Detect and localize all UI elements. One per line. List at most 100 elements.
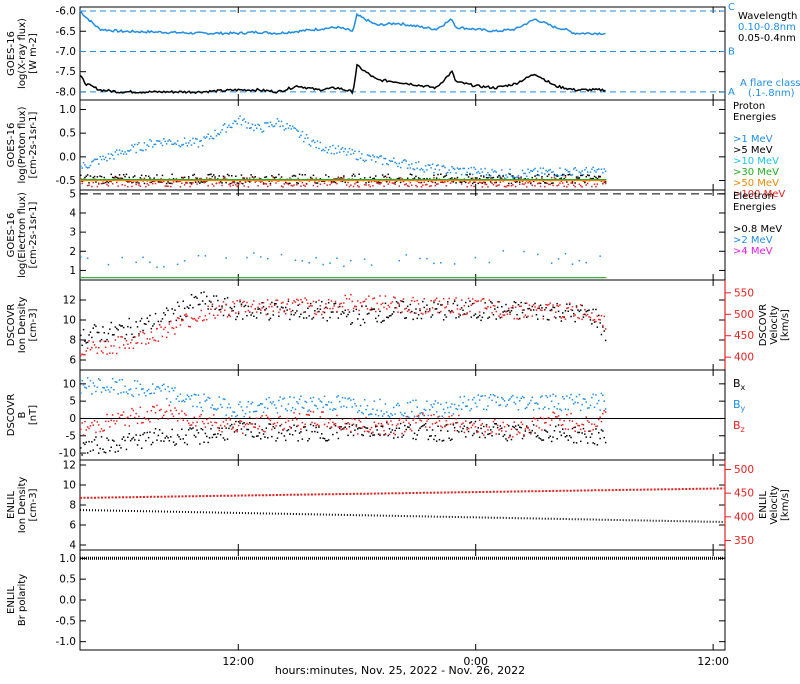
data-point	[271, 175, 273, 177]
data-point	[449, 439, 452, 441]
data-point	[368, 312, 370, 315]
data-point	[104, 346, 107, 349]
data-point	[604, 170, 607, 173]
data-point	[271, 305, 273, 308]
data-point	[417, 303, 420, 305]
data-point	[538, 427, 540, 429]
data-point	[580, 172, 582, 174]
data-point	[297, 130, 299, 132]
data-point	[423, 408, 425, 411]
data-point	[298, 398, 301, 401]
data-point	[366, 154, 369, 156]
data-point	[231, 175, 233, 177]
data-point	[247, 305, 250, 308]
data-point	[307, 413, 309, 416]
data-point	[460, 430, 463, 433]
data-point	[474, 402, 477, 404]
data-point	[185, 182, 187, 184]
data-point	[369, 413, 371, 415]
data-point	[458, 431, 460, 433]
data-point	[213, 314, 215, 316]
data-point	[420, 312, 423, 315]
data-point	[449, 177, 452, 180]
data-point	[268, 306, 270, 308]
data-point	[532, 180, 535, 183]
data-point	[136, 326, 139, 328]
data-point	[82, 328, 85, 331]
data-point	[201, 144, 204, 147]
data-point	[240, 124, 243, 126]
ytick-label-right: 500	[734, 464, 754, 476]
data-point	[452, 424, 455, 426]
data-point	[539, 304, 542, 306]
data-point	[534, 306, 536, 308]
data-point	[135, 321, 137, 323]
data-point	[510, 310, 513, 312]
data-point	[294, 416, 297, 419]
data-point	[158, 181, 161, 184]
data-point	[512, 184, 514, 186]
data-point	[125, 448, 128, 451]
data-point	[103, 176, 105, 179]
data-point	[599, 322, 601, 324]
data-point	[232, 122, 234, 125]
data-point	[171, 173, 173, 176]
data-point	[372, 308, 374, 310]
data-point	[308, 305, 310, 308]
data-point	[567, 310, 569, 312]
data-point	[139, 434, 142, 437]
data-point	[433, 413, 435, 416]
data-point	[240, 305, 243, 307]
data-point	[448, 437, 450, 439]
data-point	[571, 399, 574, 401]
data-point	[539, 185, 542, 188]
data-point	[316, 182, 319, 184]
data-point	[311, 140, 313, 143]
data-point	[282, 301, 284, 304]
data-point	[171, 327, 173, 329]
data-point	[92, 449, 94, 451]
data-point	[271, 428, 273, 431]
ytick-label-right: 550	[734, 287, 754, 299]
data-point	[406, 426, 409, 428]
data-point	[578, 259, 581, 262]
data-point	[433, 438, 435, 441]
data-point	[199, 140, 201, 142]
data-point	[286, 429, 288, 432]
data-point	[139, 149, 142, 151]
data-point	[595, 186, 597, 188]
data-point	[473, 181, 475, 183]
data-point	[492, 176, 495, 179]
data-point	[552, 182, 554, 184]
y-axis-label: DSCOVR	[6, 394, 17, 437]
data-point	[92, 159, 94, 162]
data-point	[171, 428, 173, 431]
y-axis-label: ENLIL	[6, 586, 17, 614]
data-point	[319, 141, 322, 144]
data-point	[117, 336, 119, 338]
data-point	[452, 413, 455, 415]
data-point	[394, 181, 396, 184]
data-point	[596, 402, 599, 405]
data-point	[355, 181, 358, 184]
data-point	[469, 173, 471, 176]
data-point	[296, 182, 298, 184]
data-point	[296, 310, 298, 312]
data-point	[435, 421, 438, 424]
data-point	[562, 396, 564, 398]
y-axis-label: GOES-16	[6, 123, 17, 168]
data-point	[301, 130, 304, 133]
data-point	[352, 434, 355, 437]
data-point	[311, 430, 313, 433]
data-point	[526, 186, 528, 188]
data-point	[229, 185, 232, 187]
data-point	[397, 177, 399, 180]
data-point	[93, 158, 96, 161]
data-point	[175, 398, 178, 400]
data-point	[345, 315, 348, 318]
data-point	[530, 309, 532, 311]
data-point	[351, 300, 353, 303]
data-point	[207, 174, 209, 176]
data-point	[289, 426, 291, 428]
data-point	[599, 255, 601, 257]
